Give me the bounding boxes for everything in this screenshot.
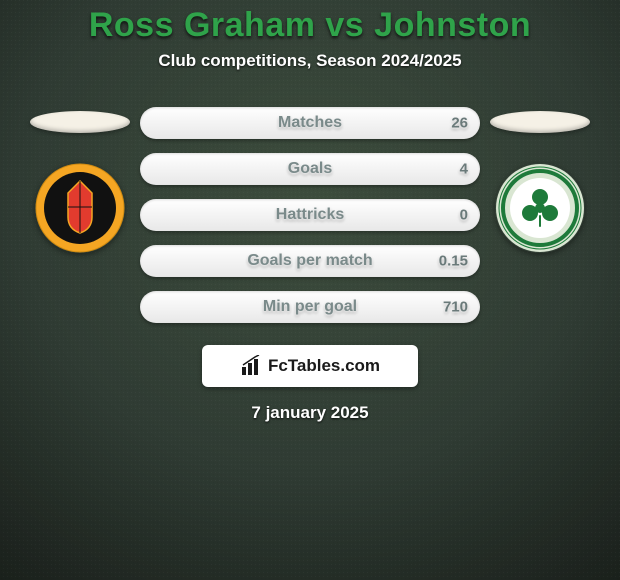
brand-icon bbox=[240, 355, 262, 377]
stat-value-right: 0 bbox=[460, 207, 468, 224]
subtitle: Club competitions, Season 2024/2025 bbox=[158, 51, 461, 71]
stat-label: Min per goal bbox=[263, 298, 357, 316]
left-name-plate bbox=[30, 111, 130, 133]
comparison-area: · · · · · · Matches 26 Goals 4 Hattricks 0 Goa… bbox=[0, 107, 620, 323]
stat-row: Matches 26 bbox=[140, 107, 480, 139]
stat-row: Min per goal 710 bbox=[140, 291, 480, 323]
stat-label: Goals bbox=[288, 160, 332, 178]
stat-value-right: 4 bbox=[460, 161, 468, 178]
right-player-col bbox=[480, 107, 600, 253]
brand-box: FcTables.com bbox=[202, 345, 418, 387]
stat-label: Hattricks bbox=[276, 206, 344, 224]
stat-value-right: 0.15 bbox=[439, 253, 468, 270]
stat-row: Goals 4 bbox=[140, 153, 480, 185]
stat-value-right: 710 bbox=[443, 299, 468, 316]
svg-text:· · · · · ·: · · · · · · bbox=[72, 173, 89, 179]
stat-value-right: 26 bbox=[451, 115, 468, 132]
right-name-plate bbox=[490, 111, 590, 133]
stats-list: Matches 26 Goals 4 Hattricks 0 Goals per match… bbox=[140, 107, 480, 323]
left-club-crest: · · · · · · bbox=[35, 163, 125, 253]
stat-label: Matches bbox=[278, 114, 342, 132]
stat-label: Goals per match bbox=[247, 252, 372, 270]
date-line: 7 january 2025 bbox=[251, 403, 368, 423]
right-club-crest bbox=[495, 163, 585, 253]
brand-text: FcTables.com bbox=[268, 356, 380, 376]
stat-row: Goals per match 0.15 bbox=[140, 245, 480, 277]
left-player-col: · · · · · · bbox=[20, 107, 140, 253]
page-title: Ross Graham vs Johnston bbox=[89, 6, 531, 45]
stat-row: Hattricks 0 bbox=[140, 199, 480, 231]
